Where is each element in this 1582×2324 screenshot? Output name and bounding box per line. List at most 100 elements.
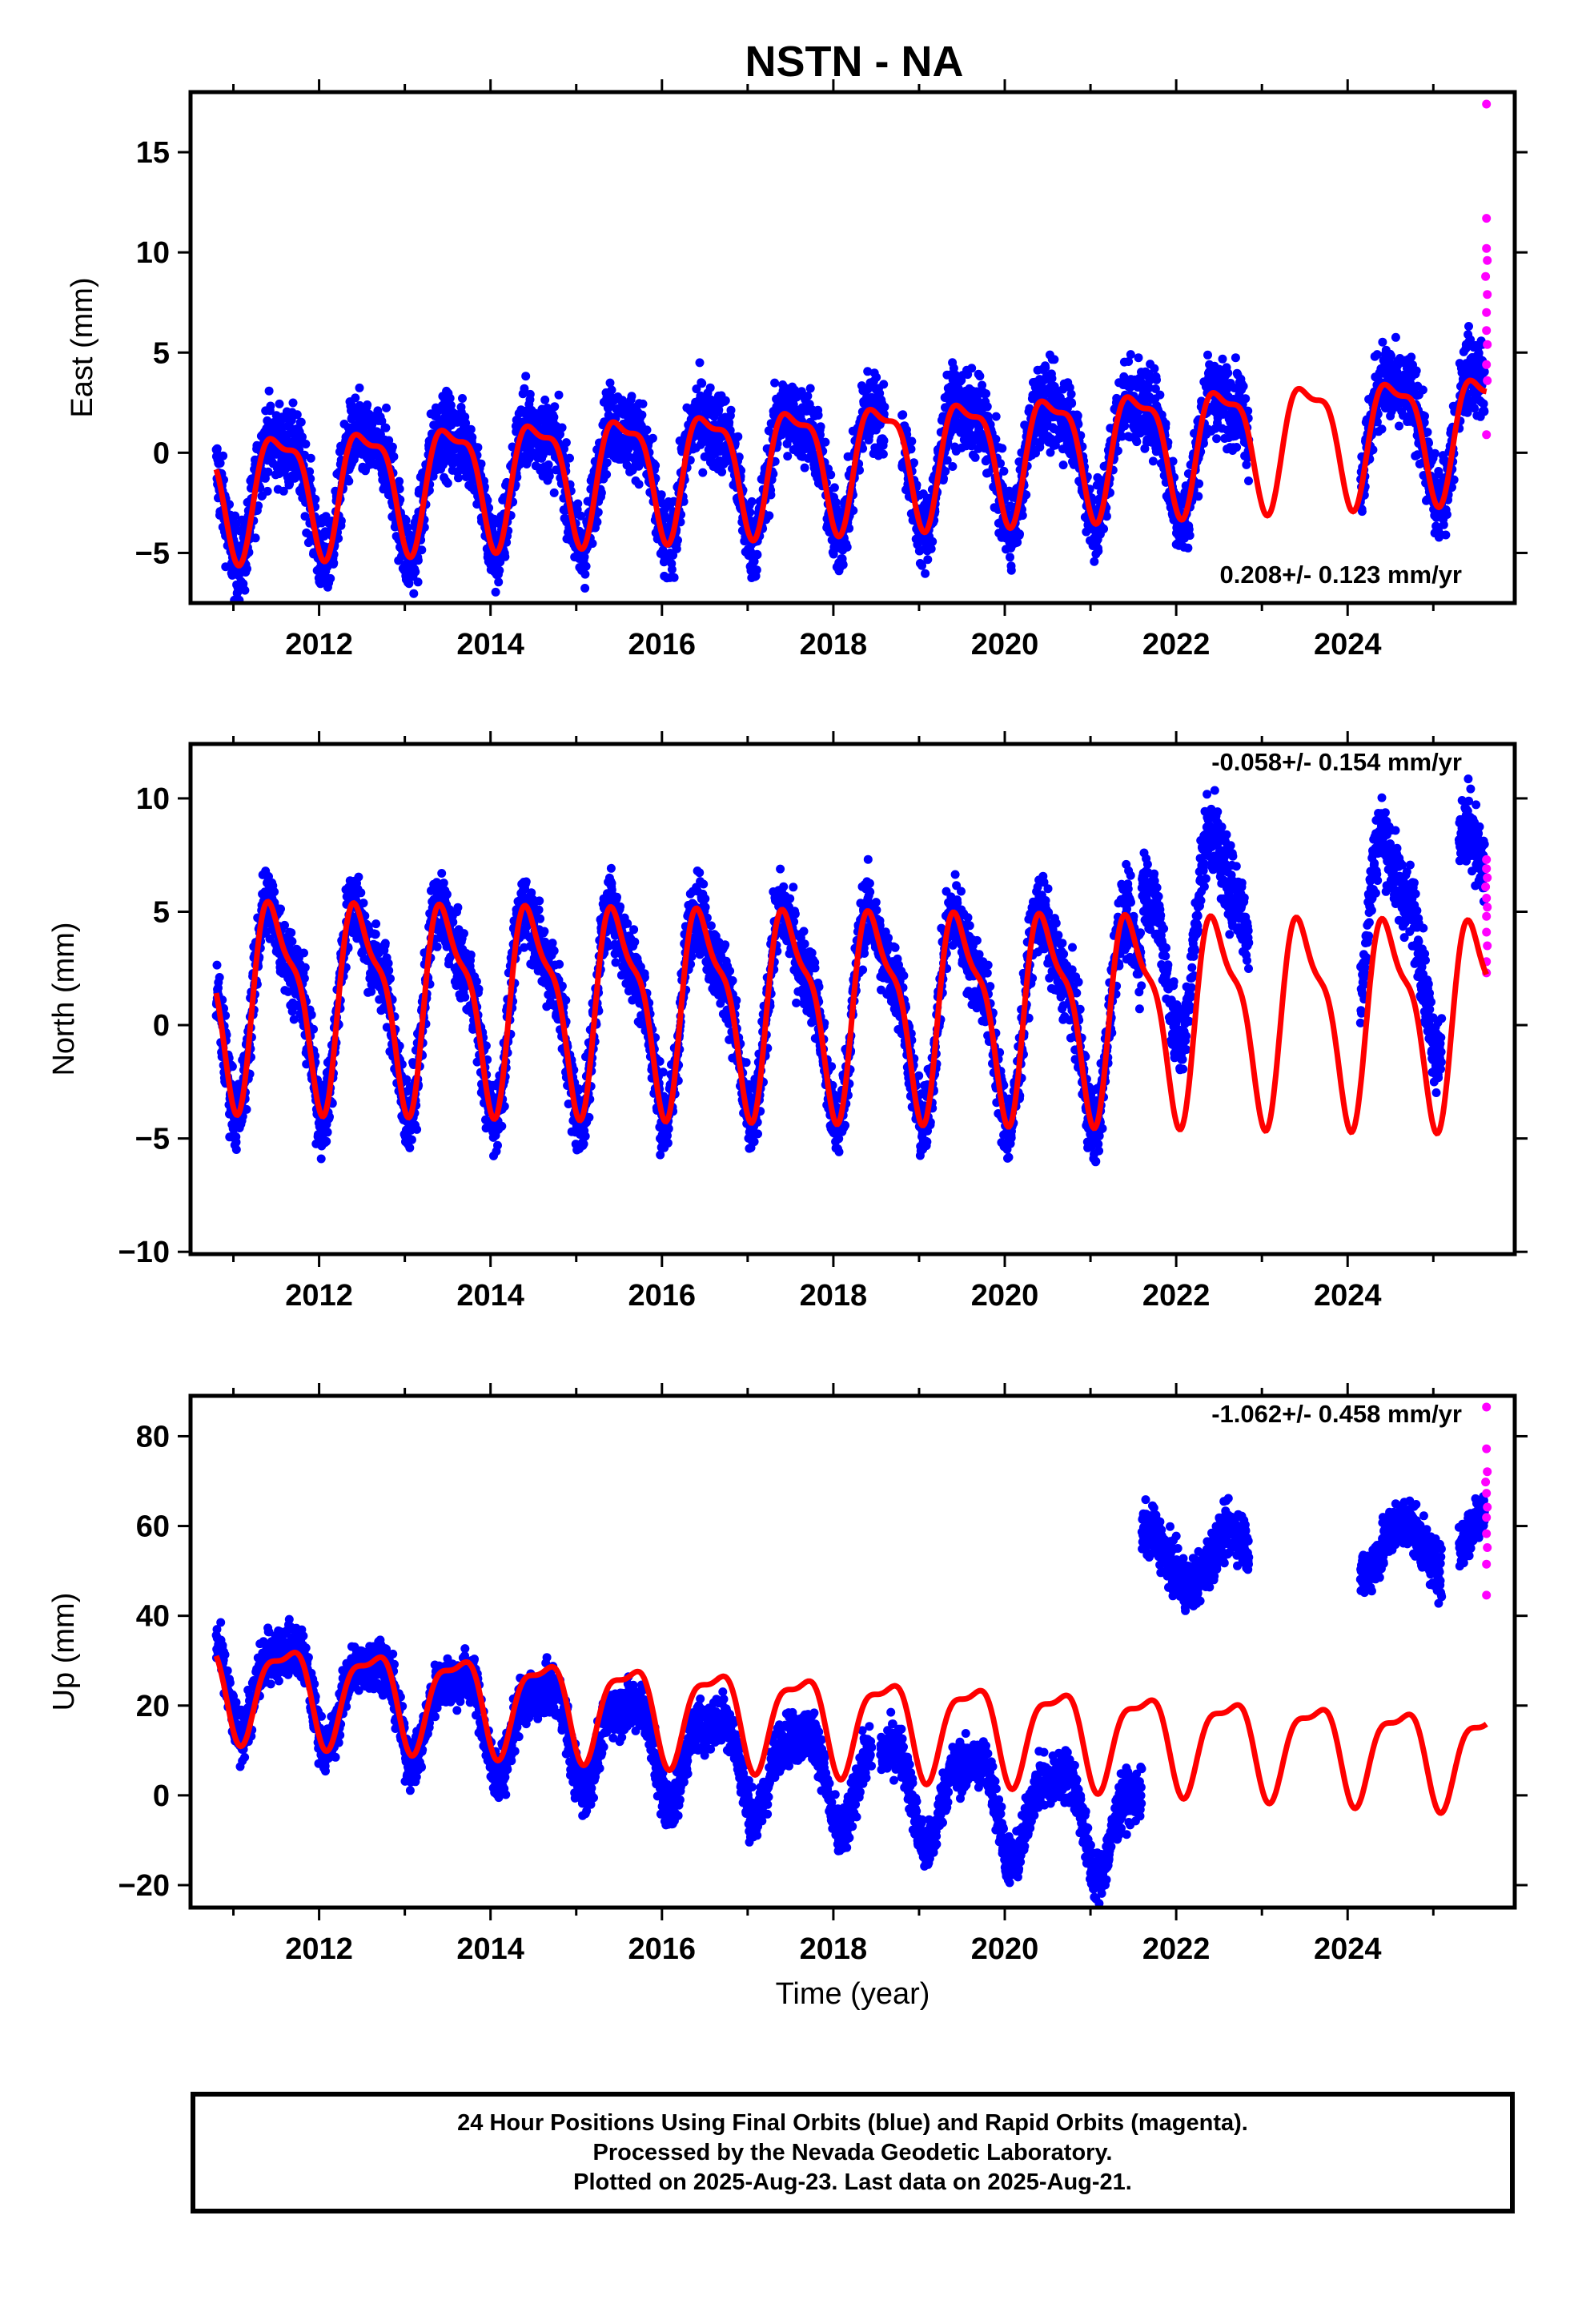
x-tick-label: 2016 bbox=[628, 628, 697, 661]
final-point bbox=[296, 417, 306, 427]
final-point bbox=[279, 486, 288, 496]
final-point bbox=[1241, 394, 1251, 404]
final-point bbox=[219, 451, 228, 460]
final-point bbox=[1442, 510, 1452, 519]
final-point bbox=[292, 410, 302, 420]
final-point bbox=[1407, 352, 1416, 362]
final-point bbox=[1464, 322, 1473, 331]
final-point bbox=[726, 405, 736, 415]
final-point bbox=[669, 550, 678, 560]
final-point bbox=[1067, 399, 1077, 408]
final-point bbox=[389, 452, 399, 461]
final-point bbox=[305, 467, 315, 476]
final-point bbox=[212, 444, 222, 453]
final-point bbox=[311, 494, 320, 504]
final-point bbox=[1090, 557, 1099, 566]
final-point bbox=[580, 552, 589, 561]
final-point bbox=[1073, 411, 1082, 420]
chart-title: NSTN - NA bbox=[745, 38, 964, 86]
final-point bbox=[411, 567, 420, 577]
final-point bbox=[821, 437, 830, 447]
final-point bbox=[329, 558, 339, 568]
final-point bbox=[298, 432, 307, 442]
final-point bbox=[409, 589, 419, 598]
final-point bbox=[747, 497, 757, 506]
final-point bbox=[1232, 443, 1242, 452]
final-point bbox=[561, 438, 571, 448]
final-point bbox=[593, 508, 603, 517]
final-point bbox=[1050, 355, 1059, 364]
final-point bbox=[520, 384, 529, 393]
rapid-point bbox=[1482, 308, 1492, 317]
final-point bbox=[1134, 353, 1143, 363]
final-point bbox=[998, 444, 1007, 453]
final-point bbox=[907, 436, 917, 446]
final-point bbox=[549, 488, 559, 497]
time-series-chart: NSTN - NA 2012 2014 2016 2018 2020 2022 2024−5… bbox=[47, 38, 1528, 2011]
final-point bbox=[476, 459, 486, 468]
final-point bbox=[549, 412, 559, 422]
x-tick-label: 2020 bbox=[971, 628, 1039, 661]
final-point bbox=[288, 398, 298, 408]
final-point bbox=[1377, 424, 1387, 434]
final-point bbox=[491, 587, 500, 597]
final-point bbox=[240, 585, 250, 595]
final-point bbox=[697, 379, 707, 388]
final-point bbox=[554, 390, 564, 400]
final-point bbox=[1357, 507, 1367, 517]
final-point bbox=[377, 416, 387, 426]
final-point bbox=[300, 512, 310, 521]
final-point bbox=[1126, 350, 1135, 360]
final-point bbox=[387, 442, 397, 452]
final-point bbox=[231, 511, 240, 521]
final-point bbox=[1150, 364, 1159, 373]
final-point bbox=[928, 537, 938, 546]
final-point bbox=[251, 533, 260, 543]
final-point bbox=[1218, 354, 1227, 364]
final-point bbox=[306, 453, 315, 463]
final-point bbox=[1231, 353, 1240, 363]
final-point bbox=[879, 436, 889, 445]
final-point bbox=[355, 383, 364, 392]
final-point bbox=[602, 470, 612, 479]
final-point bbox=[605, 378, 615, 388]
final-point bbox=[264, 386, 274, 396]
final-point bbox=[576, 511, 586, 521]
final-point bbox=[521, 372, 531, 381]
final-point bbox=[301, 440, 311, 448]
final-point bbox=[466, 424, 476, 434]
final-point bbox=[667, 565, 677, 574]
final-point bbox=[495, 565, 504, 575]
final-point bbox=[1152, 375, 1161, 384]
final-point bbox=[395, 485, 404, 493]
final-point bbox=[714, 405, 724, 415]
final-point bbox=[212, 960, 222, 970]
y-tick-label: −5 bbox=[135, 537, 170, 570]
final-point bbox=[413, 556, 423, 565]
final-point bbox=[725, 418, 734, 427]
final-point bbox=[879, 380, 889, 389]
final-point bbox=[413, 577, 423, 587]
final-point bbox=[1391, 332, 1400, 342]
final-point bbox=[863, 367, 873, 376]
final-point bbox=[858, 444, 868, 453]
final-point bbox=[602, 458, 612, 468]
rate-label-east: 0.208+/- 0.123 mm/yr bbox=[1220, 561, 1462, 589]
rapid-point bbox=[1482, 326, 1492, 336]
final-point bbox=[225, 500, 234, 509]
rapid-point bbox=[1482, 99, 1492, 109]
final-point bbox=[1099, 525, 1108, 533]
final-point bbox=[1006, 553, 1014, 562]
final-point bbox=[975, 372, 985, 381]
final-point bbox=[1006, 565, 1016, 575]
final-point bbox=[544, 460, 553, 469]
final-point bbox=[721, 396, 730, 405]
final-point bbox=[634, 480, 644, 489]
final-point bbox=[651, 460, 661, 470]
final-point bbox=[783, 452, 793, 461]
final-point bbox=[1094, 546, 1103, 556]
rapid-point bbox=[1482, 243, 1492, 253]
final-point bbox=[717, 467, 727, 476]
final-point bbox=[921, 569, 930, 578]
final-point bbox=[967, 364, 977, 373]
